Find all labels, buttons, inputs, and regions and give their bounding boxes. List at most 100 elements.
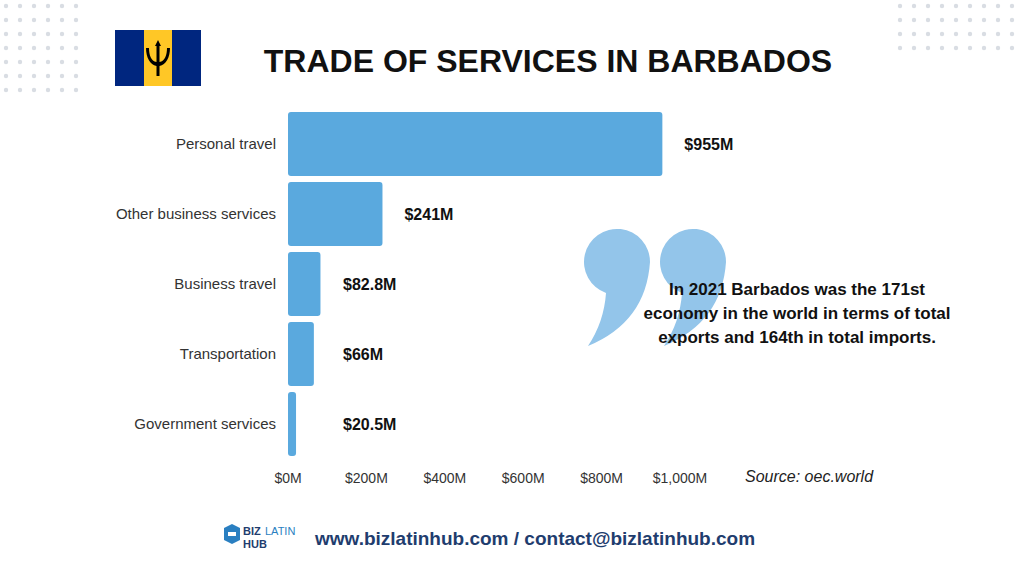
dot <box>4 18 8 22</box>
flag-band <box>172 30 201 86</box>
dot <box>46 4 50 8</box>
dot <box>4 74 8 78</box>
dot <box>940 4 944 8</box>
dot-pattern <box>4 4 1014 92</box>
dot <box>32 46 36 50</box>
dot <box>74 18 78 22</box>
dot <box>74 32 78 36</box>
dot <box>74 74 78 78</box>
dot <box>4 60 8 64</box>
dot <box>46 74 50 78</box>
tick-label: $400M <box>423 470 466 486</box>
dot <box>1010 46 1014 50</box>
annotation-line: In 2021 Barbados was the 171st <box>669 280 925 299</box>
dot <box>926 32 930 36</box>
bar <box>288 182 382 246</box>
dot <box>982 46 986 50</box>
dot <box>18 88 22 92</box>
tick-label: $200M <box>345 470 388 486</box>
dot <box>74 88 78 92</box>
dot <box>898 46 902 50</box>
bar <box>288 252 320 316</box>
dot <box>996 18 1000 22</box>
footer-contact: www.bizlatinhub.com / contact@bizlatinhu… <box>314 528 755 549</box>
annotation: In 2021 Barbados was the 171steconomy in… <box>644 280 951 347</box>
dot <box>940 32 944 36</box>
background <box>0 0 1024 576</box>
dot <box>60 46 64 50</box>
dot <box>46 18 50 22</box>
dot <box>4 46 8 50</box>
data-label: $82.8M <box>343 276 396 293</box>
dot <box>46 88 50 92</box>
dot <box>74 46 78 50</box>
dot <box>18 18 22 22</box>
value-axis: $0M $200M $400M $600M $800M $1,000M <box>274 470 707 486</box>
chart-title: TRADE OF SERVICES IN BARBADOS <box>264 43 832 79</box>
category-label: Transportation <box>180 345 276 362</box>
bar <box>288 392 296 456</box>
dot <box>954 18 958 22</box>
source-note: Source: oec.world <box>745 468 874 485</box>
dot <box>4 32 8 36</box>
dot <box>996 32 1000 36</box>
dot <box>968 32 972 36</box>
flag-band <box>144 30 172 86</box>
dot <box>60 4 64 8</box>
category-label: Government services <box>134 415 276 432</box>
data-label: $955M <box>684 136 733 153</box>
dot <box>898 18 902 22</box>
tick-label: $0M <box>274 470 301 486</box>
dot <box>18 60 22 64</box>
bar <box>288 112 662 176</box>
tick-label: $1,000M <box>653 470 707 486</box>
dot <box>912 32 916 36</box>
dot <box>912 18 916 22</box>
quote-mark <box>584 229 650 346</box>
logo-text: HUB <box>243 538 267 550</box>
flag-band <box>115 30 144 86</box>
dot <box>46 46 50 50</box>
dot <box>18 4 22 8</box>
dot <box>926 4 930 8</box>
dot <box>912 46 916 50</box>
logo-icon <box>224 524 240 544</box>
annotation-line: exports and 164th in total imports. <box>658 328 936 347</box>
dot <box>982 4 986 8</box>
data-label: $241M <box>404 206 453 223</box>
dot <box>46 32 50 36</box>
dot <box>32 4 36 8</box>
chart-canvas: TRADE OF SERVICES IN BARBADOS Personal tr… <box>0 0 1024 576</box>
dot <box>926 18 930 22</box>
dot <box>60 32 64 36</box>
dot <box>4 4 8 8</box>
flag-trident <box>146 40 170 76</box>
dot <box>954 32 958 36</box>
dot <box>32 88 36 92</box>
tick-label: $600M <box>502 470 545 486</box>
dot <box>60 88 64 92</box>
dot <box>46 60 50 64</box>
dot <box>982 18 986 22</box>
dot <box>968 46 972 50</box>
dot <box>968 18 972 22</box>
dot <box>18 32 22 36</box>
dot <box>954 46 958 50</box>
dot <box>926 46 930 50</box>
dot <box>74 4 78 8</box>
category-label: Personal travel <box>176 135 276 152</box>
dot <box>982 32 986 36</box>
logo-icon-detail <box>228 532 236 536</box>
dot <box>60 74 64 78</box>
data-label: $66M <box>343 346 383 363</box>
tick-label: $800M <box>580 470 623 486</box>
dot <box>4 88 8 92</box>
dot <box>1010 18 1014 22</box>
dot <box>954 4 958 8</box>
dot <box>32 32 36 36</box>
category-axis: Personal travelOther business servicesBu… <box>116 135 276 432</box>
dot <box>60 18 64 22</box>
logo: BIZLATINHUB <box>224 524 295 550</box>
dot <box>74 60 78 64</box>
logo-text: BIZ <box>243 525 261 537</box>
